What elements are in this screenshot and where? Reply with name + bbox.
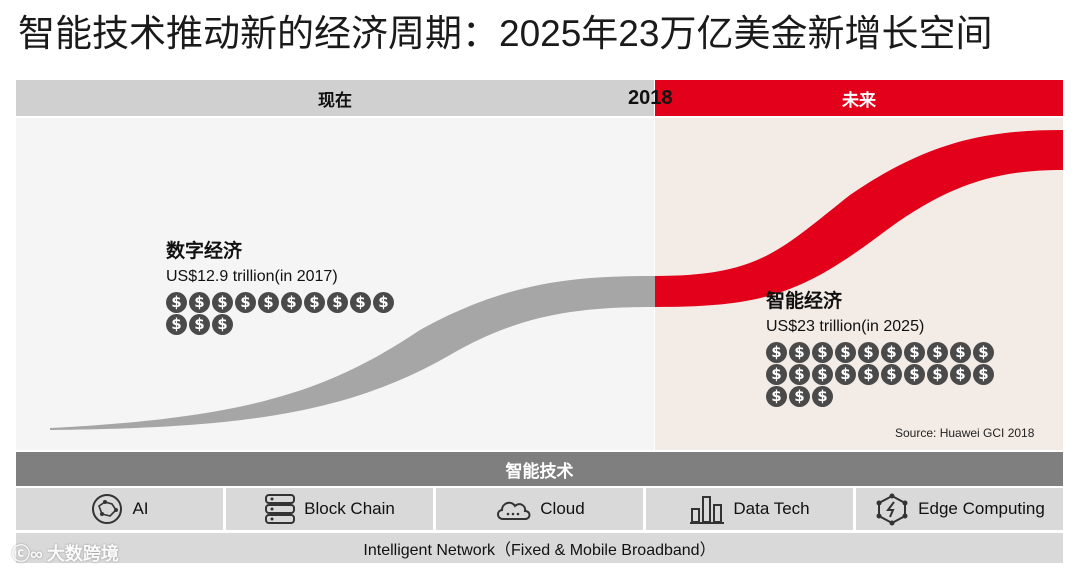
dollar-coin-icon: $	[973, 364, 994, 385]
dollar-coin-icon: $	[835, 342, 856, 363]
now-band: 现在	[16, 80, 654, 116]
intelligent-network-bar: Intelligent Network（Fixed & Mobile Broad…	[16, 533, 1063, 563]
dollar-coin-icon: $	[304, 292, 325, 313]
dollar-coin-icon: $	[927, 364, 948, 385]
ai-brain-icon	[92, 494, 123, 524]
tech-item-edge-computing: Edge Computing	[856, 488, 1063, 530]
dollar-coin-icon: $	[881, 342, 902, 363]
dollar-coin-icon: $	[835, 364, 856, 385]
dollar-coin-icon: $	[858, 342, 879, 363]
source-note: Source: Huawei GCI 2018	[895, 426, 1035, 440]
dollar-coin-icon: $	[373, 292, 394, 313]
tech-bar: 智能技术	[16, 452, 1063, 486]
dollar-coin-icon: $	[812, 342, 833, 363]
digital-economy-name: 数字经济	[166, 241, 243, 262]
dollar-coin-icon: $	[904, 364, 925, 385]
intelligent-economy-coins: $ $ $ $ $ $ $ $ $ $ $ $ $ $ $ $ $ $ $ $ $ $ $	[766, 342, 1006, 407]
dollar-coin-icon: $	[281, 292, 302, 313]
dollar-coin-icon: $	[166, 292, 187, 313]
edge-network-icon	[876, 493, 908, 526]
dollar-coin-icon: $	[789, 342, 810, 363]
intelligent-economy-block: 智能经济 US$23 trillion(in 2025) $ $ $ $ $ $ $ $ $ $ $…	[766, 290, 1006, 407]
future-band: 未来	[655, 80, 1063, 116]
tech-label-edge-computing: Edge Computing	[918, 499, 1045, 518]
tech-item-data-tech: Data Tech	[646, 488, 853, 530]
dollar-coin-icon: $	[950, 364, 971, 385]
digital-economy-block: 数字经济 US$12.9 trillion(in 2017) $ $ $ $ $ $ $ $ $…	[166, 240, 406, 335]
dollar-coin-icon: $	[789, 386, 810, 407]
network-label: Intelligent Network（Fixed & Mobile Broad…	[363, 542, 716, 559]
tech-label-ai: AI	[132, 499, 149, 518]
dollar-coin-icon: $	[766, 364, 787, 385]
now-label: 现在	[318, 90, 352, 110]
intelligent-economy-value: US$23 trillion(in 2025)	[766, 318, 925, 335]
dollar-coin-icon: $	[881, 364, 902, 385]
bar-chart-icon	[690, 496, 725, 524]
dollar-coin-icon: $	[212, 314, 233, 335]
dollar-coin-icon: $	[812, 364, 833, 385]
dollar-coin-icon: $	[350, 292, 371, 313]
dollar-coin-icon: $	[189, 292, 210, 313]
tech-item-block-chain: Block Chain	[226, 488, 433, 530]
cloud-icon	[497, 501, 531, 520]
dollar-coin-icon: $	[258, 292, 279, 313]
dollar-coin-icon: $	[189, 314, 210, 335]
dollar-coin-icon: $	[812, 386, 833, 407]
dollar-coin-icon: $	[927, 342, 948, 363]
dollar-coin-icon: $	[235, 292, 256, 313]
digital-economy-coins: $ $ $ $ $ $ $ $ $ $ $ $ $	[166, 292, 406, 335]
future-label: 未来	[842, 90, 876, 110]
dollar-coin-icon: $	[166, 314, 187, 335]
dollar-coin-icon: $	[789, 364, 810, 385]
tech-item-cloud: Cloud	[436, 488, 643, 530]
page-title: 智能技术推动新的经济周期：2025年23万亿美金新增长空间	[18, 13, 993, 54]
dollar-coin-icon: $	[950, 342, 971, 363]
digital-economy-value: US$12.9 trillion(in 2017)	[166, 268, 338, 285]
dollar-coin-icon: $	[858, 364, 879, 385]
tech-label-block-chain: Block Chain	[304, 499, 395, 518]
dollar-coin-icon: $	[212, 292, 233, 313]
watermark-text: 大数跨境	[46, 544, 119, 564]
dollar-coin-icon: $	[904, 342, 925, 363]
server-stack-icon	[265, 494, 296, 524]
tech-bar-label: 智能技术	[505, 461, 574, 481]
tech-item-ai: AI	[16, 488, 223, 530]
year-label: 2018	[628, 87, 673, 109]
technology-row: AI Block Chain Cloud Data Tech	[16, 488, 1063, 530]
watermark: ⓒ∞ 大数跨境	[12, 540, 119, 566]
watermark-logo-icon: ⓒ∞	[12, 544, 43, 564]
intelligent-economy-name: 智能经济	[766, 291, 843, 312]
tech-label-cloud: Cloud	[540, 499, 585, 518]
dollar-coin-icon: $	[973, 342, 994, 363]
dollar-coin-icon: $	[766, 342, 787, 363]
dollar-coin-icon: $	[766, 386, 787, 407]
tech-label-data-tech: Data Tech	[733, 499, 810, 518]
dollar-coin-icon: $	[327, 292, 348, 313]
